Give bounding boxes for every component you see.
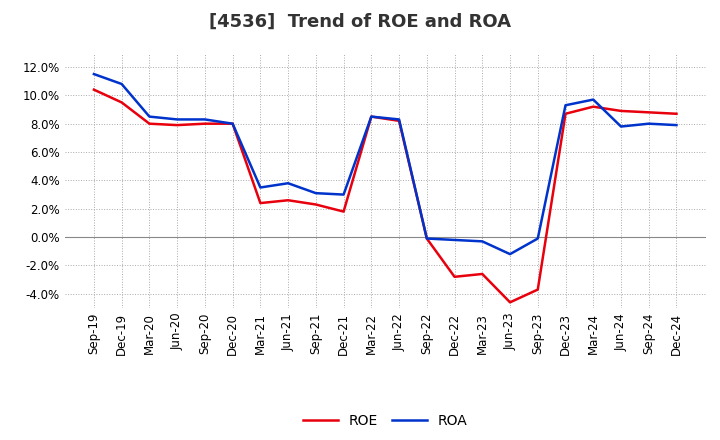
ROA (284, 180, 292, 186)
ROA (534, 236, 542, 241)
ROE (616, 108, 625, 114)
ROE (89, 87, 98, 92)
ROE (395, 118, 403, 124)
ROE (423, 236, 431, 241)
ROA (478, 239, 487, 244)
ROA (228, 121, 237, 126)
ROA (423, 236, 431, 241)
ROA (173, 117, 181, 122)
ROA (395, 117, 403, 122)
ROE (312, 202, 320, 207)
Legend: ROE, ROA: ROE, ROA (297, 409, 473, 434)
ROE (534, 287, 542, 292)
ROE (284, 198, 292, 203)
ROE (478, 271, 487, 277)
ROE (339, 209, 348, 214)
ROA (589, 97, 598, 102)
ROE (201, 121, 210, 126)
ROE (589, 104, 598, 109)
ROE (117, 100, 126, 105)
ROE (173, 122, 181, 128)
ROE (367, 114, 376, 119)
ROE (644, 110, 653, 115)
ROA (561, 103, 570, 108)
ROA (672, 122, 681, 128)
Line: ROA: ROA (94, 74, 677, 254)
ROA (312, 191, 320, 196)
ROE (256, 201, 265, 206)
ROE (672, 111, 681, 117)
ROE (145, 121, 154, 126)
Text: [4536]  Trend of ROE and ROA: [4536] Trend of ROE and ROA (209, 13, 511, 31)
ROA (505, 252, 514, 257)
ROE (505, 300, 514, 305)
ROA (339, 192, 348, 197)
ROA (616, 124, 625, 129)
ROA (256, 185, 265, 190)
ROA (367, 114, 376, 119)
ROA (644, 121, 653, 126)
ROA (89, 71, 98, 77)
ROA (117, 81, 126, 87)
ROE (450, 274, 459, 279)
ROE (561, 111, 570, 117)
Line: ROE: ROE (94, 90, 677, 302)
ROA (145, 114, 154, 119)
ROA (201, 117, 210, 122)
ROE (228, 121, 237, 126)
ROA (450, 237, 459, 242)
